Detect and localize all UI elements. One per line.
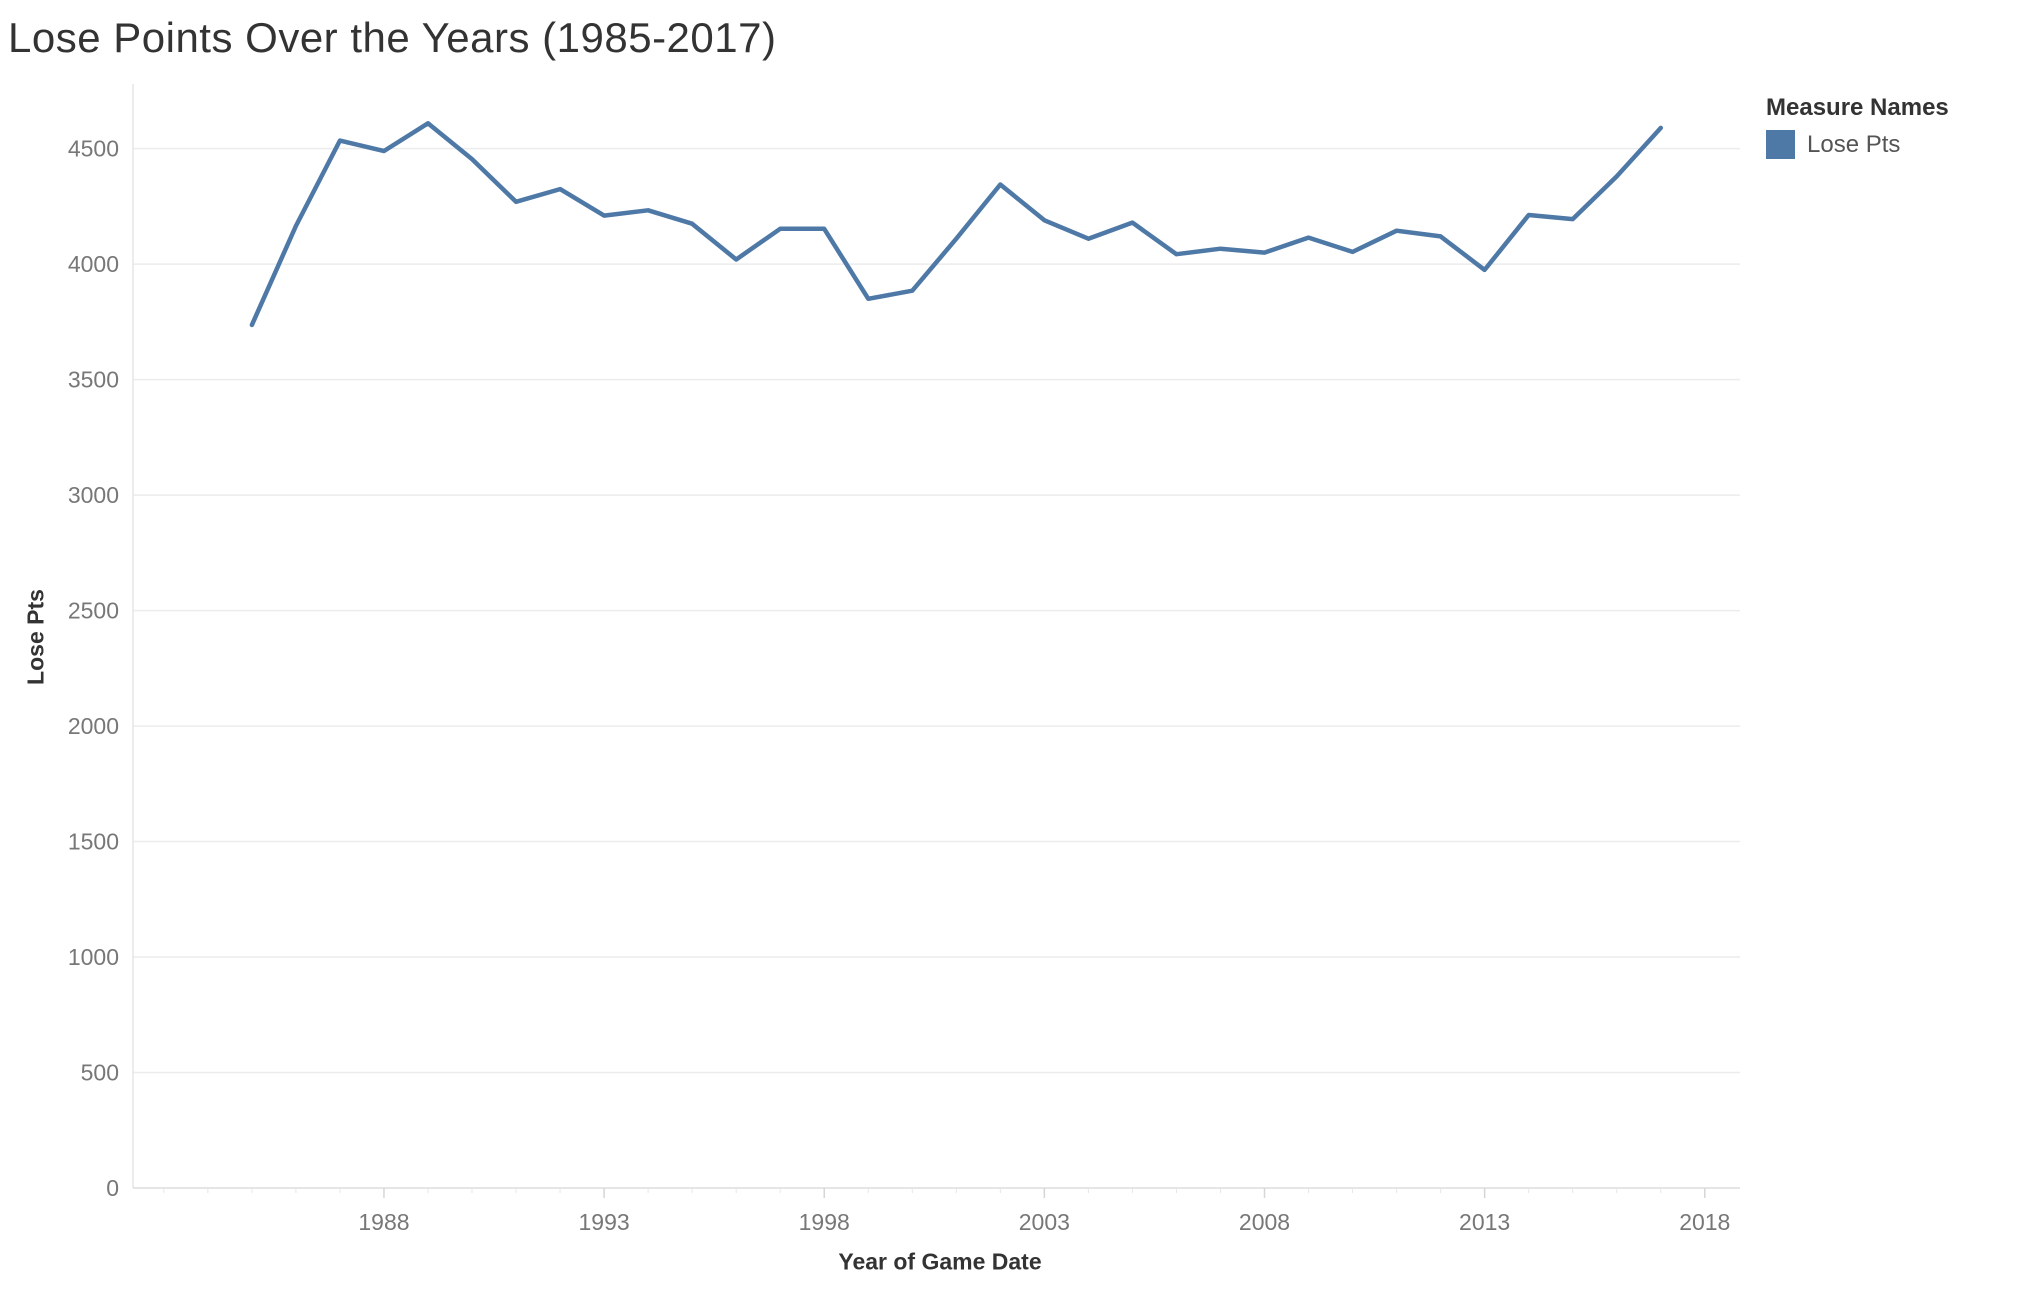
y-tick-label: 1500 [68, 829, 119, 855]
legend-label: Lose Pts [1807, 130, 1901, 158]
x-tick-label: 2013 [1459, 1209, 1510, 1235]
y-tick-label: 0 [106, 1175, 119, 1201]
x-axis-title: Year of Game Date [838, 1248, 1042, 1275]
x-tick-label: 2018 [1679, 1209, 1730, 1235]
legend-title: Measure Names [1766, 94, 1949, 121]
chart-title: Lose Points Over the Years (1985-2017) [8, 14, 777, 61]
legend-swatch [1766, 130, 1795, 159]
y-tick-label: 3500 [68, 367, 119, 393]
x-tick-label: 1993 [579, 1209, 630, 1235]
y-tick-label: 4500 [68, 136, 119, 162]
legend-item-lose-pts[interactable]: Lose Pts [1766, 130, 1949, 159]
y-axis-title: Lose Pts [22, 589, 49, 685]
y-tick-label: 2500 [68, 598, 119, 624]
x-tick-label: 2003 [1019, 1209, 1070, 1235]
x-tick-label: 2008 [1239, 1209, 1290, 1235]
y-tick-label: 500 [81, 1060, 119, 1086]
y-tick-label: 3000 [68, 482, 119, 508]
series-line-lose-pts [249, 121, 1664, 328]
y-tick-label: 1000 [68, 944, 119, 970]
x-tick-label: 1988 [358, 1209, 409, 1235]
series-lines [249, 121, 1664, 328]
x-tick-label: 1998 [799, 1209, 850, 1235]
legend: Measure Names Lose Pts [1766, 94, 1949, 159]
y-tick-label: 4000 [68, 251, 119, 277]
gridlines [133, 147, 1740, 1189]
y-tick-label: 2000 [68, 713, 119, 739]
axes: 0 500 1000 1500 2000 2500 3000 3500 4000 4500 1988… [68, 84, 1740, 1235]
